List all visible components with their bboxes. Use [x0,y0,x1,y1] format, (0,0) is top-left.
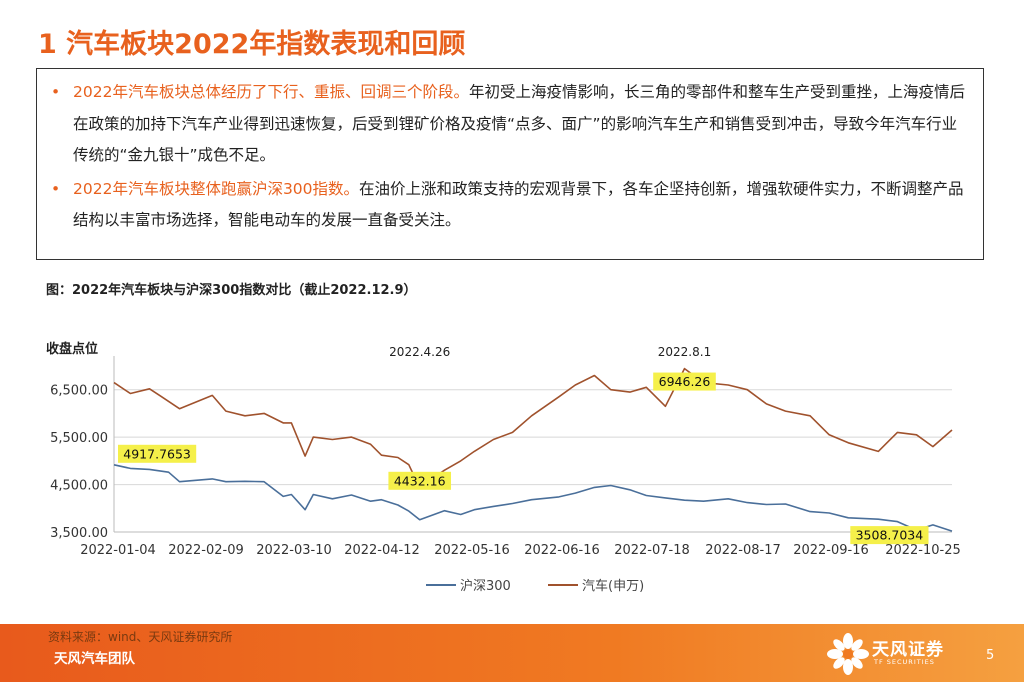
y-tick-label: 4,500.00 [50,479,108,494]
page-title: 1 汽车板块2022年指数表现和回顾 [38,29,466,60]
team-name: 天风汽车团队 [54,651,135,667]
x-tick-label: 2022-04-12 [344,543,420,558]
bullet-dot: • [51,83,61,101]
x-tick-label: 2022-07-18 [614,543,690,558]
callout-box [850,526,929,545]
callout-label: 4432.16 [394,473,446,488]
x-axis-ticks: 2022-01-04 2022-02-09 2022-03-10 2022-04-12… [80,543,961,558]
x-tick-label: 2022-02-09 [168,543,244,558]
callout-label: 6946.26 [659,374,711,389]
series-line-hs300 [113,464,953,532]
callout-label: 3508.7034 [856,528,924,543]
index-comparison-chart: 收盘点位 3,500.00 4,500.00 5,500.00 6,500.00 20… [46,341,961,594]
source-note: 资料来源：wind、天风证券研究所 [48,630,233,644]
x-tick-label: 2022-08-17 [705,543,781,558]
grid-lines [113,356,952,533]
summary-bullet-1: • 2022年汽车板块总体经历了下行、重振、回调三个阶段。年初受上海疫情影响，长… [49,77,971,172]
x-tick-label: 2022-01-04 [80,543,156,558]
company-logo: 天风证券 TF SECURITIES [826,632,976,676]
bullet-highlight: 2022年汽车板块整体跑赢沪深300指数。 [73,179,360,198]
callout-label: 4917.7653 [123,446,191,461]
y-tick-label: 6,500.00 [50,384,108,399]
y-tick-label: 3,500.00 [50,526,108,541]
chart-legend: 沪深300 汽车(申万) [426,578,644,594]
date-annotation: 2022.4.26 [389,345,450,359]
bullet-text: 年初受上海疫情影响，长三角的零部件和整车生产受到重挫，上海疫情后在政策的加持下汽… [73,83,965,164]
bullet-text: 在油价上涨和政策支持的宏观背景下，各车企坚持创新，增强软硬件实力，不断调整产品结… [73,179,964,230]
legend-label-hs300: 沪深300 [460,578,511,594]
summary-bullet-2: • 2022年汽车板块整体跑赢沪深300指数。在油价上涨和政策支持的宏观背景下，… [49,174,971,237]
y-axis-ticks: 3,500.00 4,500.00 5,500.00 6,500.00 [50,384,108,541]
x-tick-label: 2022-09-16 [793,543,869,558]
y-axis-label: 收盘点位 [46,341,98,357]
x-tick-label: 2022-05-16 [434,543,510,558]
y-tick-label: 5,500.00 [50,431,108,446]
series-line-auto [113,367,953,489]
bullet-highlight: 2022年汽车板块总体经历了下行、重振、回调三个阶段。 [73,83,469,101]
logo-text: 天风证券 [872,640,944,660]
summary-box: • 2022年汽车板块总体经历了下行、重振、回调三个阶段。年初受上海疫情影响，长… [36,68,984,260]
figure-caption: 图：2022年汽车板块与沪深300指数对比（截止2022.12.9） [46,283,417,298]
series-lines [113,367,953,532]
x-tick-label: 2022-10-25 [885,543,961,558]
x-tick-label: 2022-03-10 [256,543,332,558]
page-number: 5 [986,648,995,663]
callout-box [118,444,197,463]
bullet-dot: • [51,179,61,198]
legend-label-auto: 汽车(申万) [582,578,644,594]
flower-logo-icon [827,633,869,675]
callout-box [388,471,452,490]
date-annotation: 2022.8.1 [658,345,711,359]
callout-box [653,372,716,391]
x-tick-label: 2022-06-16 [524,543,600,558]
logo-subtext: TF SECURITIES [874,658,935,666]
value-callouts: 4917.7653 4432.16 6946.26 3508.7034 [118,372,929,545]
date-annotations: 2022.4.26 2022.8.1 [389,345,711,359]
